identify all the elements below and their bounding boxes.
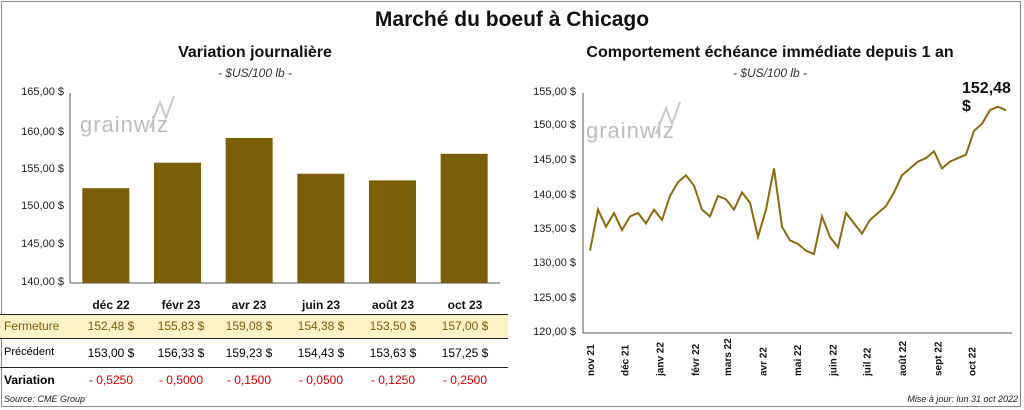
right-y-tick: 140,00 $ xyxy=(533,189,576,201)
variation-row: Variation - 0,5250 - 0,5000 - 0,1500 - 0… xyxy=(0,368,508,392)
bar xyxy=(440,153,488,283)
precedent-label: Précédent xyxy=(4,346,55,358)
update-note: Mise à jour: lun 31 oct 2022 xyxy=(907,394,1018,404)
fermeture-cell: 153,50 $ xyxy=(369,319,417,333)
precedent-cell: 156,33 $ xyxy=(157,346,205,360)
left-x-category: déc 22 xyxy=(92,298,130,312)
left-y-tick: 155,00 $ xyxy=(21,163,64,175)
right-y-tick: 150,00 $ xyxy=(533,119,576,131)
right-x-tick: juil 22 xyxy=(863,347,874,377)
fermeture-cell: 157,00 $ xyxy=(441,319,489,333)
left-x-category: juin 23 xyxy=(301,298,340,312)
variation-cell: - 0,1250 xyxy=(370,373,416,387)
source-note: Source: CME Group xyxy=(4,394,86,404)
right-y-tick: 155,00 $ xyxy=(533,86,576,98)
right-y-tick: 135,00 $ xyxy=(533,223,576,235)
right-x-tick: sept 22 xyxy=(933,341,944,376)
right-x-tick: janv 22 xyxy=(656,342,667,377)
left-y-tick: 160,00 $ xyxy=(21,126,64,138)
right-y-tick: 125,00 $ xyxy=(533,292,576,304)
fermeture-row: Fermeture 152,48 $ 155,83 $ 159,08 $ 154… xyxy=(0,314,508,338)
right-x-tick: nov 21 xyxy=(586,344,597,376)
right-x-tick: mars 22 xyxy=(723,338,734,376)
precedent-row: Précédent 153,00 $ 156,33 $ 159,23 $ 154… xyxy=(0,341,508,365)
watermark-logo: grainwiz xyxy=(80,112,169,137)
left-x-category: août 23 xyxy=(371,298,414,312)
variation-cell: - 0,0500 xyxy=(298,373,344,387)
bar xyxy=(82,188,130,283)
watermark-logo: grainwiz xyxy=(586,118,675,143)
left-y-tick: 140,00 $ xyxy=(21,276,64,288)
precedent-cell: 153,00 $ xyxy=(87,346,135,360)
right-y-tick: 120,00 $ xyxy=(533,326,576,338)
left-x-category: oct 23 xyxy=(447,298,483,312)
table-rule xyxy=(0,367,508,368)
precedent-cell: 154,43 $ xyxy=(297,346,345,360)
variation-cell: - 0,2500 xyxy=(442,373,488,387)
left-y-tick: 165,00 $ xyxy=(21,86,64,98)
variation-cell: - 0,5000 xyxy=(158,373,204,387)
bar xyxy=(369,180,416,283)
right-y-tick: 145,00 $ xyxy=(533,154,576,166)
variation-cell: - 0,1500 xyxy=(226,373,272,387)
left-y-tick: 145,00 $ xyxy=(21,238,64,250)
right-x-tick: août 22 xyxy=(898,341,909,376)
precedent-cell: 153,63 $ xyxy=(369,346,417,360)
bar xyxy=(225,137,273,283)
right-x-tick: févr 22 xyxy=(691,343,702,376)
fermeture-label: Fermeture xyxy=(4,319,60,333)
table-rule xyxy=(0,338,508,339)
left-y-tick: 150,00 $ xyxy=(21,200,64,212)
right-x-tick: déc 21 xyxy=(620,344,631,376)
watermark-wave xyxy=(149,95,175,129)
right-chart-title: Comportement échéance immédiate depuis 1… xyxy=(586,44,954,61)
right-x-tick: oct 22 xyxy=(968,347,979,376)
bar xyxy=(297,173,345,283)
left-chart-subtitle: - $US/100 lb - xyxy=(217,66,293,80)
fermeture-cell: 154,38 $ xyxy=(297,319,345,333)
precedent-cell: 157,25 $ xyxy=(441,346,489,360)
left-x-category: avr 23 xyxy=(231,298,267,312)
main-title: Marché du boeuf à Chicago xyxy=(374,8,650,31)
fermeture-cell: 152,48 $ xyxy=(87,319,135,333)
precedent-cell: 159,23 $ xyxy=(225,346,273,360)
bar xyxy=(154,162,201,283)
fermeture-cell: 159,08 $ xyxy=(225,319,273,333)
variation-cell: - 0,5250 xyxy=(88,373,134,387)
last-value-label: 152,48 $ xyxy=(962,80,1011,115)
right-x-tick: juin 22 xyxy=(828,344,839,377)
right-x-tick: mai 22 xyxy=(793,344,804,376)
right-y-tick: 130,00 $ xyxy=(533,257,576,269)
left-x-category: févr 23 xyxy=(161,298,201,312)
right-x-tick: avr 22 xyxy=(759,347,770,376)
variation-label: Variation xyxy=(4,373,55,387)
table-rule xyxy=(0,314,508,315)
fermeture-cell: 155,83 $ xyxy=(157,319,205,333)
price-line xyxy=(589,105,1007,256)
right-chart-subtitle: - $US/100 lb - xyxy=(732,66,808,80)
left-chart-title: Variation journalière xyxy=(178,44,332,61)
watermark-wave xyxy=(655,101,681,135)
